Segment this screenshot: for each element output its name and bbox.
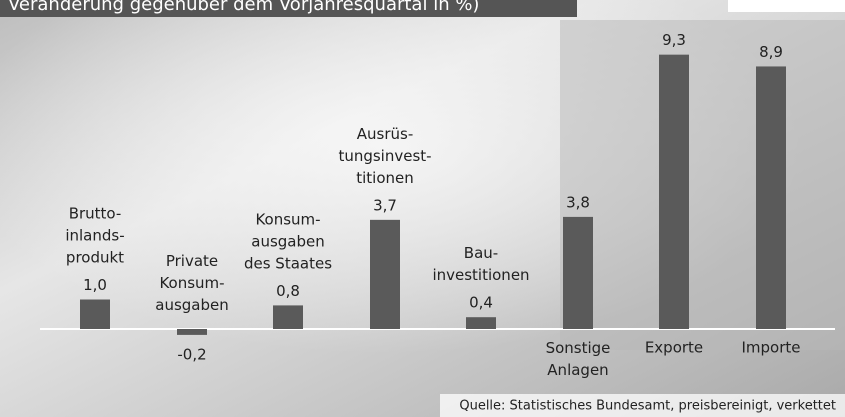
category-label: Brutto-inlands-produkt	[65, 204, 124, 266]
chart: Veränderung gegenüber dem Vorjahresquart…	[0, 0, 845, 417]
bar	[756, 66, 786, 329]
bar	[659, 55, 689, 329]
value-label: 3,7	[373, 196, 397, 214]
value-label: -0,2	[177, 345, 206, 363]
value-label: 9,3	[662, 31, 686, 49]
page: Veränderung gegenüber dem Vorjahresquart…	[0, 0, 845, 417]
source: Quelle: Statistisches Bundesamt, preisbe…	[459, 399, 836, 414]
category-label: Importe	[741, 339, 800, 357]
bar	[273, 305, 303, 329]
bar	[370, 220, 400, 329]
value-label: 0,4	[469, 294, 493, 312]
value-label: 3,8	[566, 193, 590, 211]
value-label: 8,9	[759, 43, 783, 61]
value-label: 1,0	[83, 276, 107, 294]
title-corner	[728, 0, 845, 12]
bar	[563, 217, 593, 329]
bar	[80, 300, 110, 330]
category-label: Exporte	[645, 339, 703, 357]
bar	[466, 317, 496, 329]
value-label: 0,8	[276, 282, 300, 300]
bar	[177, 329, 207, 335]
chart-title: Veränderung gegenüber dem Vorjahresquart…	[8, 0, 479, 15]
background-panel	[560, 20, 845, 350]
